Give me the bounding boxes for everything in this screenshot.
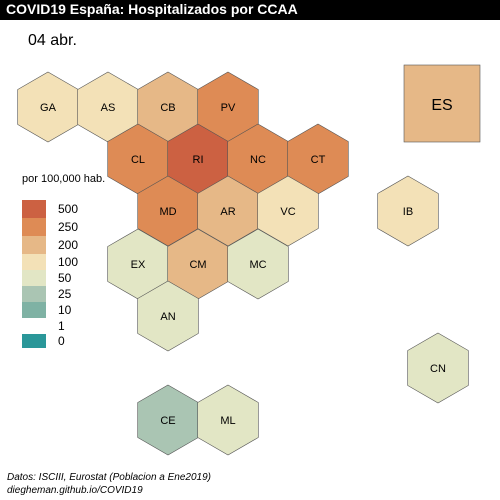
date-label: 04 abr. <box>28 32 77 49</box>
legend-label: 100 <box>58 255 78 269</box>
legend-swatch <box>22 302 46 318</box>
legend-swatch <box>22 218 46 236</box>
legend-label: 0 <box>58 334 65 348</box>
legend-swatch <box>22 254 46 270</box>
hex-label-cl: CL <box>131 154 145 166</box>
hex-label-mc: MC <box>249 259 266 271</box>
legend-swatch <box>22 318 46 334</box>
summary-label-es: ES <box>431 97 452 114</box>
hex-label-cb: CB <box>160 102 175 114</box>
legend-label: 500 <box>58 202 78 216</box>
hex-label-vc: VC <box>280 206 295 218</box>
hex-label-cm: CM <box>189 259 206 271</box>
title-bar: COVID19 España: Hospitalizados por CCAA <box>0 0 500 20</box>
hex-ml <box>197 384 259 456</box>
legend-title: por 100,000 hab. <box>22 173 106 185</box>
hex-label-as: AS <box>101 102 116 114</box>
legend-swatch <box>22 334 46 348</box>
page-title: COVID19 España: Hospitalizados por CCAA <box>6 1 298 17</box>
hex-label-an: AN <box>160 311 175 323</box>
hex-label-nc: NC <box>250 154 266 166</box>
legend-label: 1 <box>58 319 65 333</box>
hex-label-ce: CE <box>160 415 175 427</box>
hex-label-ct: CT <box>311 154 326 166</box>
legend-label: 50 <box>58 271 72 285</box>
hex-label-ri: RI <box>193 154 204 166</box>
legend-swatch <box>22 286 46 302</box>
hex-an <box>137 280 199 352</box>
legend-label: 200 <box>58 238 78 252</box>
hex-label-cn: CN <box>430 363 446 375</box>
legend-swatch <box>22 200 46 218</box>
hex-label-ar: AR <box>220 206 235 218</box>
legend-label: 250 <box>58 220 78 234</box>
hex-cn <box>407 332 469 404</box>
hex-label-pv: PV <box>221 102 236 114</box>
hex-label-ib: IB <box>403 206 413 218</box>
hex-ib <box>377 175 439 247</box>
hex-label-ga: GA <box>40 102 57 114</box>
legend-label: 10 <box>58 303 72 317</box>
source-url: diegheman.github.io/COVID19 <box>7 485 143 496</box>
legend-swatch <box>22 270 46 286</box>
hex-label-ml: ML <box>220 415 235 427</box>
summary-square-es <box>403 64 481 143</box>
source-note: Datos: ISCIII, Eurostat (Poblacion a Ene… <box>7 472 211 483</box>
legend-label: 25 <box>58 287 72 301</box>
hex-label-ex: EX <box>131 259 146 271</box>
legend-swatch <box>22 236 46 254</box>
hex-label-md: MD <box>159 206 176 218</box>
hex-mc <box>227 228 289 300</box>
